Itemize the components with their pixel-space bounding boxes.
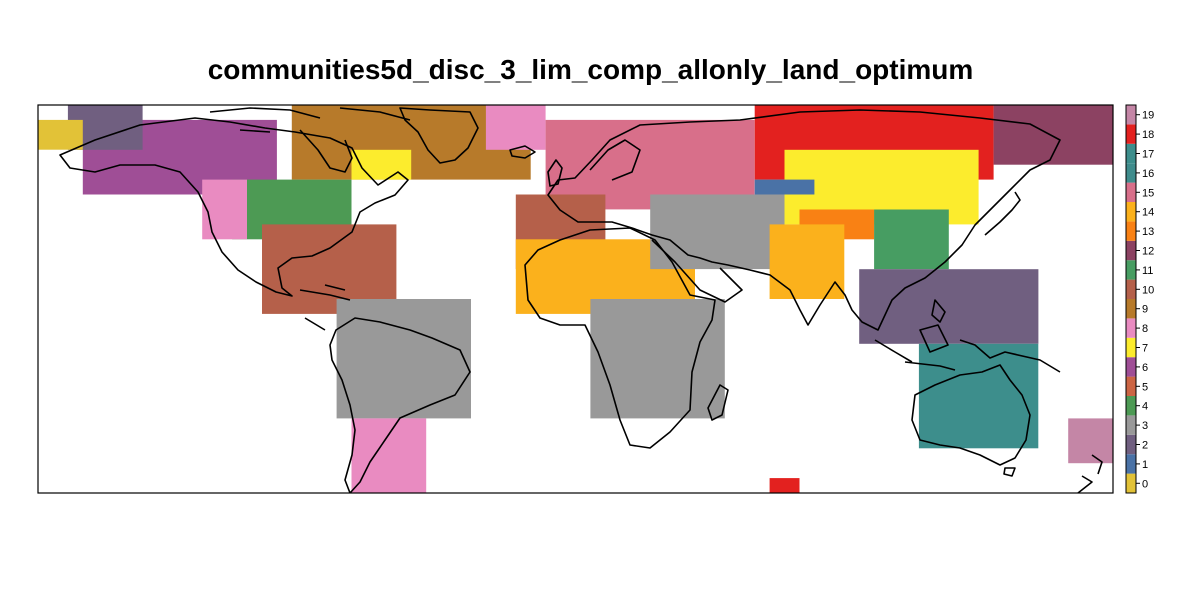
region-cell-patagonia — [351, 418, 427, 493]
legend-swatch-18 — [1126, 124, 1136, 144]
region-cell-central-america-caribbean — [262, 224, 397, 314]
region-cell-europe — [545, 119, 755, 210]
north-america-coastline — [59, 117, 409, 297]
region-cell-australia — [918, 343, 1039, 449]
region-cell-southeast-china — [874, 209, 949, 270]
legend-label: 19 — [1142, 110, 1154, 122]
legend-label: 16 — [1142, 168, 1154, 180]
philippines-coastline — [931, 299, 946, 323]
legend-swatch-11 — [1126, 260, 1136, 280]
legend-label: 17 — [1142, 149, 1154, 161]
region-cell-india — [769, 224, 845, 299]
indonesia-coastline — [874, 324, 1061, 373]
legend-label: 5 — [1142, 381, 1148, 393]
legend-swatch-3 — [1126, 415, 1136, 435]
raster-cells — [38, 105, 1113, 493]
legend-label: 6 — [1142, 362, 1148, 374]
eurasia-coastline — [547, 109, 1061, 331]
legend-swatch-9 — [1126, 299, 1136, 319]
hudson-bay-coastline — [299, 129, 353, 173]
legend-swatch-2 — [1126, 434, 1136, 455]
map-title: communities5d_disc_3_lim_comp_allonly_la… — [207, 54, 974, 85]
legend-label: 8 — [1142, 323, 1148, 335]
australia-coastline — [911, 364, 1031, 466]
south-america-coastline — [329, 317, 471, 493]
legend-label: 13 — [1142, 226, 1154, 238]
region-cell-maritime-southeast-asia — [859, 269, 1039, 344]
coastline-outlines — [59, 107, 1103, 493]
region-cell-central-asia — [754, 179, 815, 195]
region-cell-western-us — [202, 179, 247, 240]
legend-label: 11 — [1142, 265, 1153, 277]
japan-coastline — [984, 191, 1021, 236]
scandinavia-coastline — [589, 139, 641, 181]
legend-swatch-5 — [1126, 376, 1136, 396]
region-cell-new-zealand — [1068, 418, 1113, 464]
legend-label: 7 — [1142, 343, 1148, 355]
legend-label: 0 — [1142, 478, 1148, 490]
legend-swatch-13 — [1126, 221, 1136, 241]
arctic-islands-coastline — [209, 107, 411, 133]
iceland-coastline — [509, 145, 536, 159]
legend-swatch-14 — [1126, 202, 1136, 222]
legend-swatch-15 — [1126, 182, 1136, 202]
tasmania-coastline — [1003, 467, 1016, 477]
legend-swatch-7 — [1126, 337, 1136, 358]
legend-frame — [1125, 104, 1137, 494]
legend-label: 2 — [1142, 440, 1148, 452]
legend-label: 1 — [1142, 459, 1148, 471]
map-frame — [37, 104, 1114, 494]
legend-label: 3 — [1142, 420, 1148, 432]
legend-swatch-10 — [1126, 279, 1136, 299]
uk-coastline — [547, 159, 563, 187]
region-cell-northeast-siberia — [993, 105, 1113, 165]
caribbean-coastline — [299, 284, 351, 331]
legend-label: 18 — [1142, 129, 1154, 141]
legend-label: 12 — [1142, 246, 1154, 258]
region-cell-antarctic-cell — [769, 478, 800, 493]
legend-swatch-19 — [1126, 105, 1136, 125]
region-cell-aleutians-ne-siberia — [38, 119, 83, 150]
greenland-coastline — [399, 107, 479, 164]
arabia-coastline — [651, 239, 743, 303]
legend-label: 14 — [1142, 207, 1154, 219]
region-cell-middle-east — [650, 194, 785, 270]
legend-swatch-17 — [1126, 143, 1136, 164]
legend-swatch-6 — [1126, 357, 1136, 377]
legend-label: 10 — [1142, 284, 1154, 296]
madagascar-coastline — [707, 384, 729, 421]
region-cell-africa-south — [590, 299, 725, 419]
legend-swatch-12 — [1126, 240, 1136, 261]
legend-swatch-4 — [1126, 396, 1136, 416]
legend-swatch-0 — [1126, 473, 1136, 493]
legend-swatch-1 — [1126, 454, 1136, 474]
legend-swatch-8 — [1126, 318, 1136, 338]
legend-label: 4 — [1142, 401, 1148, 413]
africa-coastline — [524, 227, 716, 449]
region-cell-south-america — [336, 299, 471, 419]
legend-label: 9 — [1142, 304, 1148, 316]
legend-label: 15 — [1142, 187, 1154, 199]
legend-swatch-16 — [1126, 163, 1136, 183]
new-zealand-coastline — [1077, 454, 1103, 493]
region-cell-iceland-northern-atlantic — [485, 105, 546, 150]
